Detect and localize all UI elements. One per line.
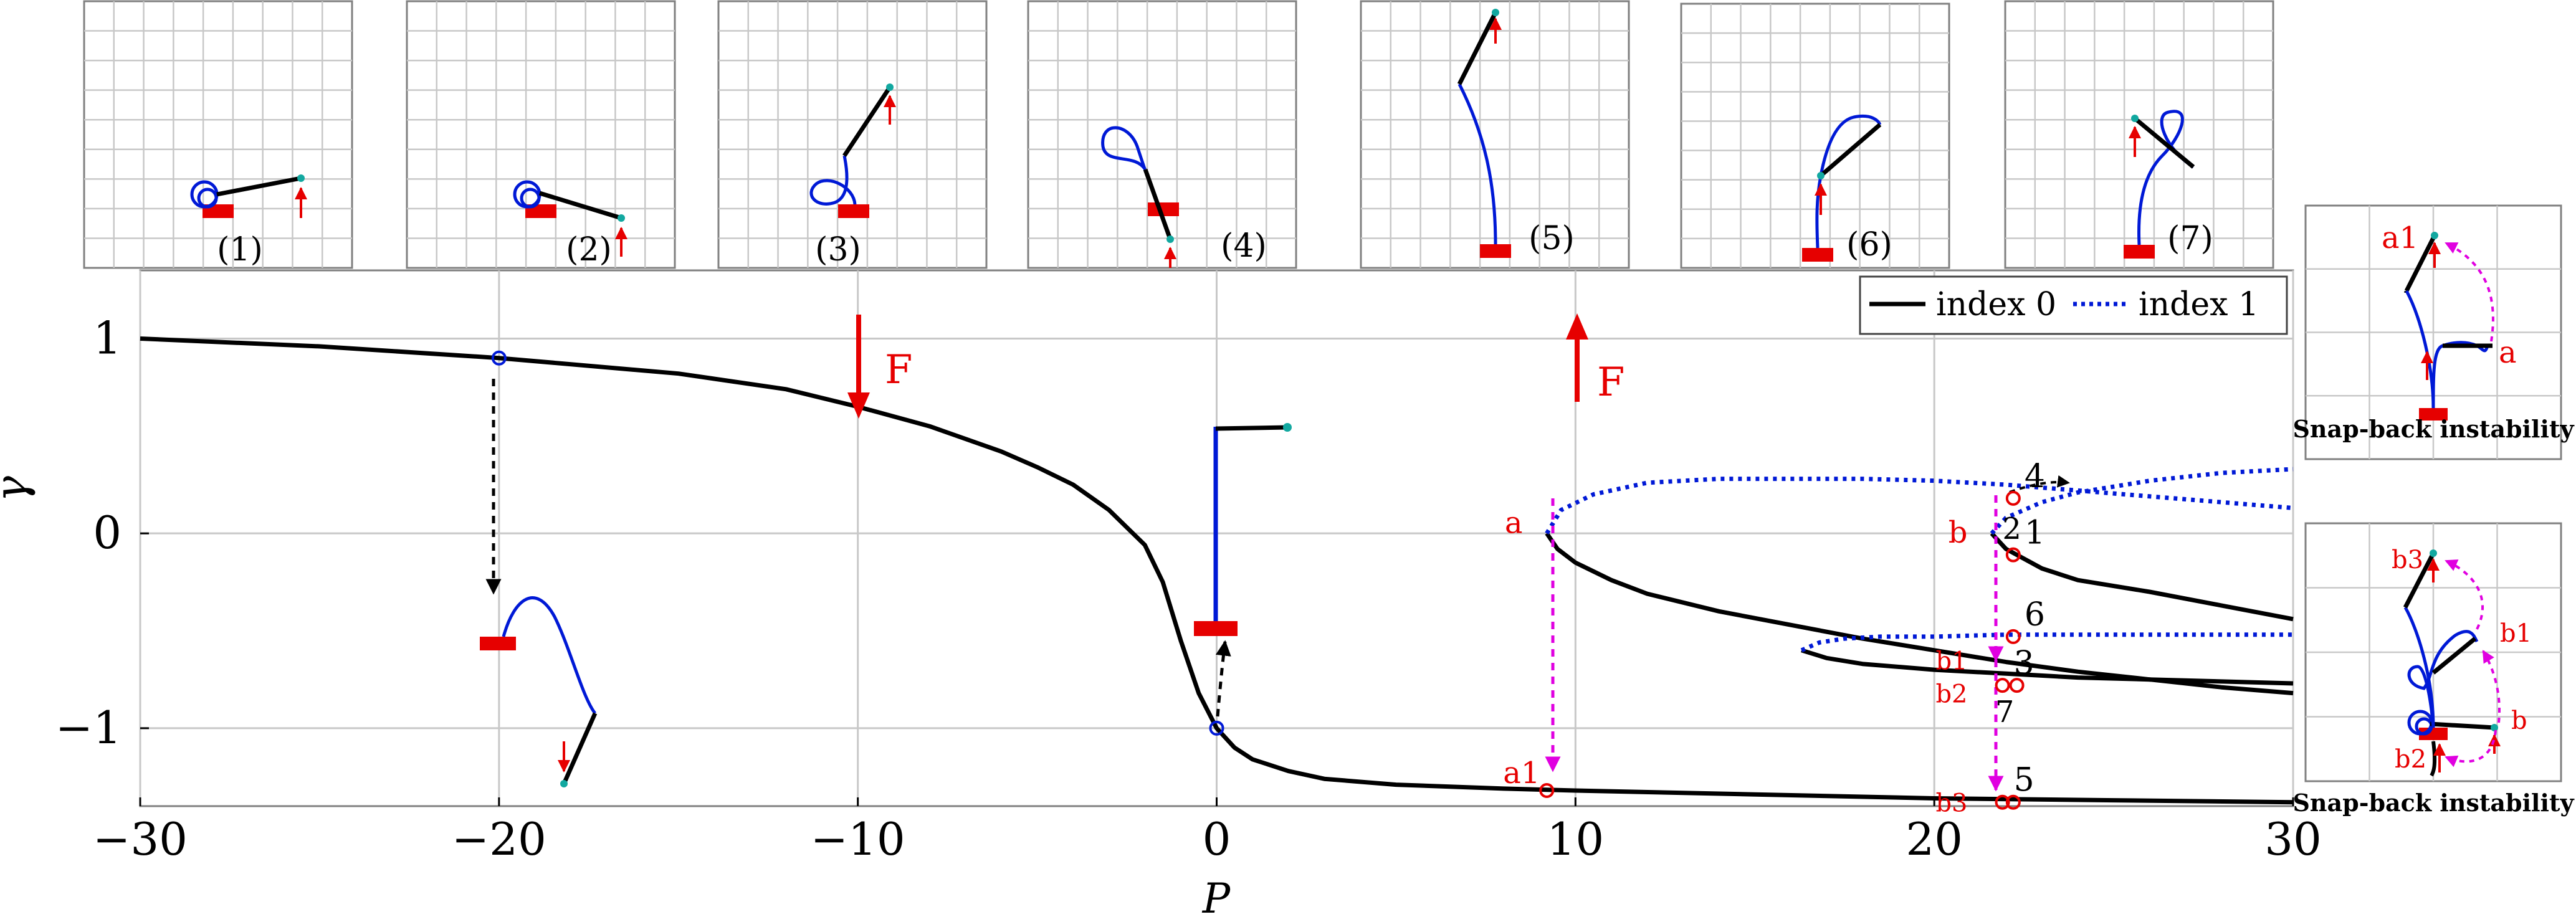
x-axis-label: P <box>1202 875 1231 922</box>
snap-back-lower-label-b3: b3 <box>2392 546 2423 574</box>
marker-label-3: 4 <box>2025 458 2045 495</box>
marker-label-6: 3 <box>2014 645 2035 682</box>
config-panel-2: (2) <box>407 1 675 269</box>
x-tick-label-1: −20 <box>452 813 546 865</box>
snap-back-panel-lower: b3 b1 b b2 Snap-back instability <box>2292 523 2574 817</box>
marker-label-8: 5 <box>2014 762 2035 799</box>
marker-label-5: 6 <box>2025 596 2045 634</box>
snap-back-upper-caption: Snap-back instability <box>2292 415 2574 443</box>
top-panels: (1) (2) (3) <box>84 1 2273 269</box>
config-panel-7: (7) <box>2005 1 2273 268</box>
config-panel-7-label: (7) <box>2167 220 2213 257</box>
snap-back-panel-upper: a1 a Snap-back instability <box>2292 206 2574 459</box>
legend-label-index1: index 1 <box>2139 286 2259 323</box>
snap-back-lower-label-b2: b2 <box>2395 745 2426 774</box>
legend: index 0 index 1 <box>1860 277 2287 334</box>
config-panel-5: (5) <box>1361 1 1629 268</box>
x-tick-label-2: −10 <box>811 813 905 865</box>
y-axis-label: γ <box>0 476 37 502</box>
x-tick-label-5: 20 <box>1906 813 1963 865</box>
snap-back-upper-label-a: a <box>2499 335 2517 370</box>
x-tick-label-3: 0 <box>1203 813 1231 865</box>
snap-back-upper-label-a1: a1 <box>2382 221 2418 255</box>
config-panel-3-label: (3) <box>815 231 861 269</box>
y-tick-label-0: 1 <box>93 311 122 364</box>
right-panels: a1 a Snap-back instability b3 b1 <box>2292 206 2574 817</box>
config-panel-1-label: (1) <box>217 231 263 269</box>
point-label-4: b2 <box>1935 680 1967 709</box>
config-panel-2-label: (2) <box>566 231 612 269</box>
marker-label-2: a1 <box>1503 756 1540 791</box>
snap-back-lower-label-b1: b1 <box>2500 619 2532 648</box>
config-panel-4: (4) <box>1028 1 1296 268</box>
snap-back-lower-caption: Snap-back instability <box>2292 789 2574 817</box>
y-tick-label-2: −1 <box>55 701 122 754</box>
point-label-5: 7 <box>1995 695 2015 730</box>
x-tick-label-4: 10 <box>1547 813 1605 865</box>
y-tick-label-1: 0 <box>93 506 122 559</box>
point-label-3: b1 <box>1935 647 1967 675</box>
force-label-up: F <box>1597 359 1624 406</box>
config-panel-4-label: (4) <box>1221 227 1267 265</box>
force-label-down: F <box>885 347 912 393</box>
point-label-2: 2 <box>2002 511 2021 546</box>
config-panel-6: (6) <box>1681 4 1949 268</box>
x-tick-label-6: 30 <box>2264 813 2322 865</box>
config-panel-3: (3) <box>718 1 986 269</box>
point-label-1: b <box>1949 515 1968 550</box>
point-label-0: a <box>1505 506 1523 541</box>
legend-label-index0: index 0 <box>1936 286 2056 323</box>
config-panel-5-label: (5) <box>1529 220 1575 257</box>
config-panel-6-label: (6) <box>1846 226 1892 264</box>
snap-back-lower-label-b: b <box>2511 706 2527 735</box>
x-tick-label-0: −30 <box>93 813 188 865</box>
marker-label-4: 1 <box>2025 515 2045 552</box>
config-panel-1: (1) <box>84 1 352 269</box>
